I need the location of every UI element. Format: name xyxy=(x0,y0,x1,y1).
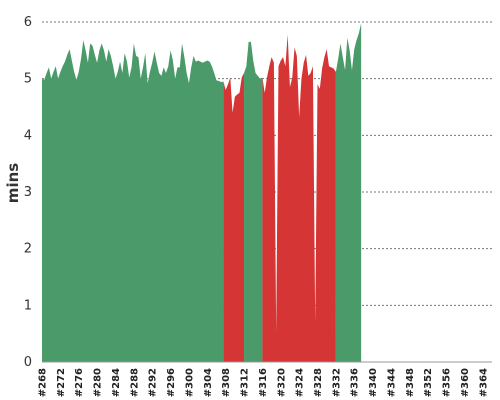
x-tick-label: #348 xyxy=(405,368,416,397)
x-tick-label: #316 xyxy=(258,368,269,397)
area-series xyxy=(42,23,362,362)
success-area xyxy=(42,40,224,362)
success-area xyxy=(335,23,362,362)
x-tick-label: #288 xyxy=(129,368,140,397)
x-tick-label: #292 xyxy=(148,368,159,397)
x-tick-label: #356 xyxy=(442,368,453,397)
x-tick-label: #308 xyxy=(221,368,232,397)
y-tick-label: 4 xyxy=(24,128,32,143)
failure-area xyxy=(262,34,336,362)
y-tick-label: 2 xyxy=(24,242,32,257)
x-tick-labels: #268 #272 #276 #280 #284 #288 #292 #296 #300 #304… xyxy=(38,368,490,397)
x-tick-label: #352 xyxy=(423,368,434,397)
y-axis-title: mins xyxy=(4,163,22,203)
x-tick-label: #324 xyxy=(295,368,306,397)
y-tick-label: 5 xyxy=(24,72,32,87)
x-tick-label: #268 xyxy=(38,368,49,397)
x-tick-label: #364 xyxy=(478,368,489,397)
x-tick-label: #276 xyxy=(74,368,85,397)
y-tick-label: 0 xyxy=(24,355,32,370)
y-tick-label: 1 xyxy=(24,298,32,313)
y-tick-label: 3 xyxy=(24,185,32,200)
x-tick-label: #320 xyxy=(276,368,287,397)
x-tick-label: #280 xyxy=(93,368,104,397)
x-tick-label: #304 xyxy=(203,368,214,397)
x-tick-label: #360 xyxy=(460,368,471,397)
x-tick-label: #336 xyxy=(350,368,361,397)
x-tick-label: #332 xyxy=(331,368,342,397)
x-tick-label: #328 xyxy=(313,368,324,397)
x-tick-label: #344 xyxy=(386,368,397,397)
y-tick-labels: 0 1 2 3 4 5 6 xyxy=(24,15,32,370)
x-tick-label: #272 xyxy=(56,368,67,397)
failure-area xyxy=(223,73,245,362)
x-tick-label: #300 xyxy=(184,368,195,397)
x-tick-label: #296 xyxy=(166,368,177,397)
x-tick-label: #312 xyxy=(240,368,251,397)
success-area xyxy=(244,41,263,362)
x-tick-label: #340 xyxy=(368,368,379,397)
y-tick-label: 6 xyxy=(24,15,32,30)
x-tick-label: #284 xyxy=(111,368,122,397)
